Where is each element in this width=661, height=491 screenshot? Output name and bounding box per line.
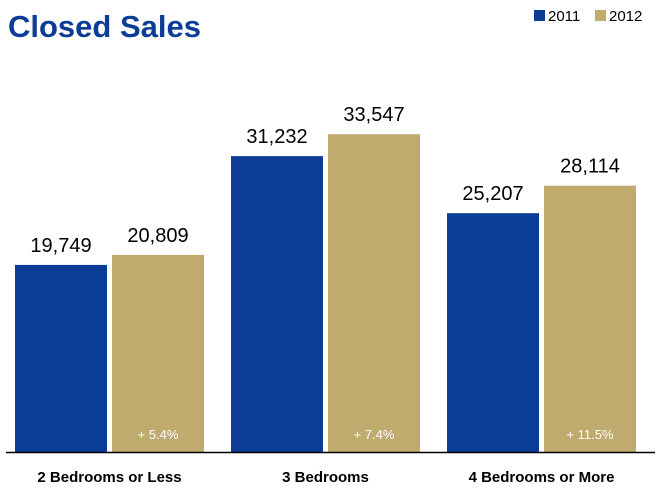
change-label-0: + 5.4% bbox=[138, 427, 179, 442]
change-label-2: + 11.5% bbox=[566, 427, 614, 442]
bar-2011-2 bbox=[447, 213, 539, 452]
bar-2012-2 bbox=[544, 185, 636, 452]
bar-2012-1 bbox=[328, 134, 420, 452]
legend-label-2012: 2012 bbox=[609, 8, 642, 25]
legend-label-2011: 2011 bbox=[548, 8, 580, 25]
legend-swatch-2012 bbox=[595, 10, 606, 21]
change-label-1: + 7.4% bbox=[354, 427, 395, 442]
bar-2012-0 bbox=[112, 254, 204, 452]
value-label-2012-1: 33,547 bbox=[343, 104, 404, 126]
category-label-2: 4 Bedrooms or More bbox=[469, 469, 615, 486]
legend: 2011 2012 bbox=[534, 8, 642, 25]
bar-2011-0 bbox=[15, 264, 107, 452]
value-label-2012-0: 20,809 bbox=[127, 225, 188, 247]
category-label-0: 2 Bedrooms or Less bbox=[37, 469, 181, 486]
category-label-1: 3 Bedrooms bbox=[282, 469, 369, 486]
bar-2011-1 bbox=[231, 156, 323, 452]
legend-swatch-2011 bbox=[534, 10, 545, 21]
category-labels: 2 Bedrooms or Less 3 Bedrooms 4 Bedrooms o… bbox=[37, 469, 614, 486]
value-label-2011-0: 19,749 bbox=[30, 235, 91, 257]
value-label-2011-2: 25,207 bbox=[462, 183, 523, 205]
bars-group: 19,749 20,809 + 5.4% 31,232 33,547 + 7.4% 25,2… bbox=[15, 104, 636, 452]
chart-title: Closed Sales bbox=[8, 9, 201, 44]
value-label-2012-2: 28,114 bbox=[560, 156, 620, 178]
value-label-2011-1: 31,232 bbox=[246, 126, 307, 148]
